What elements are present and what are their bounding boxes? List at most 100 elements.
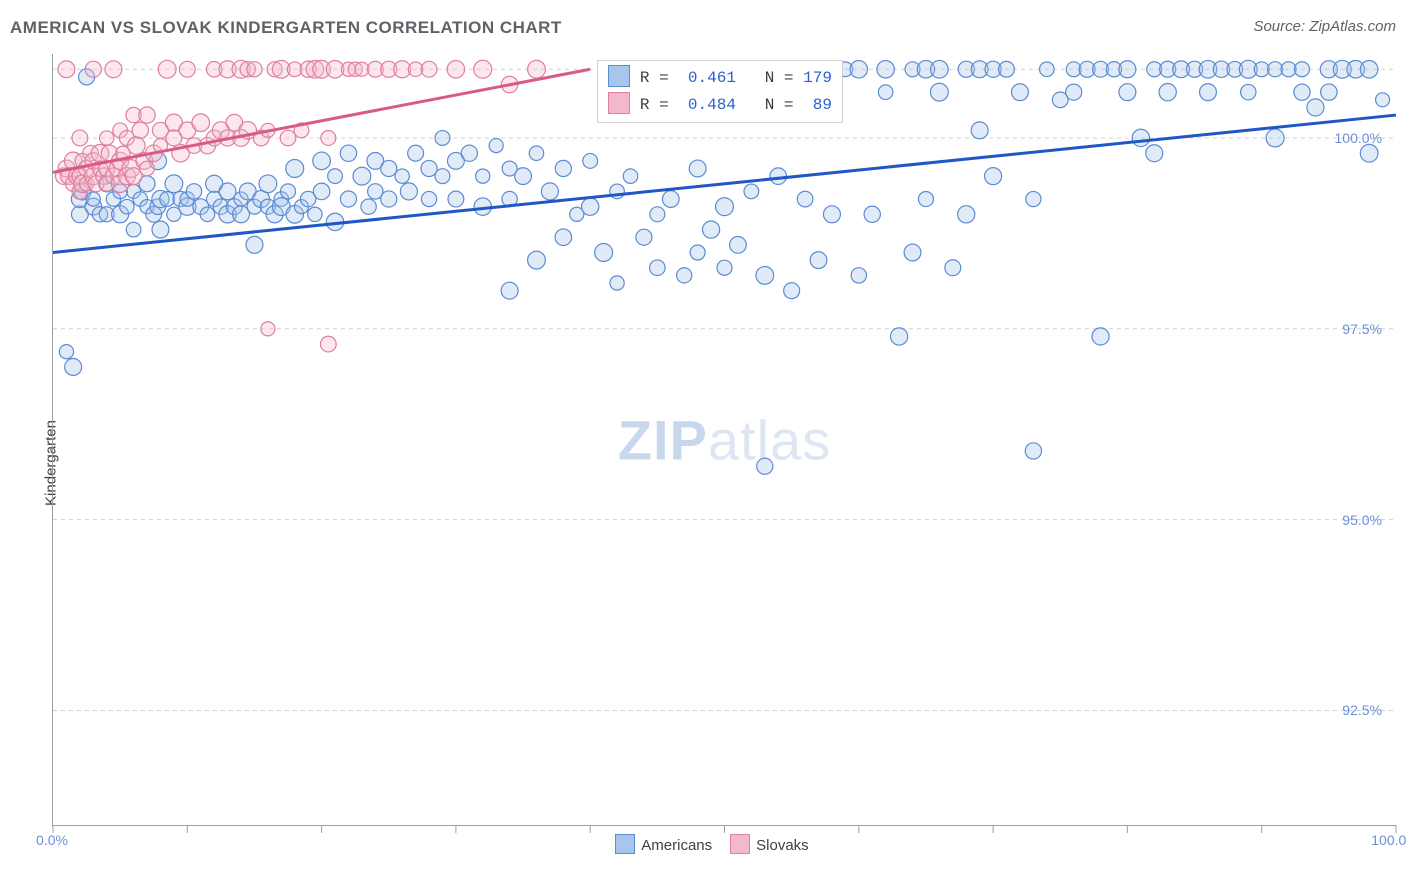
data-point [850, 61, 867, 78]
data-point [105, 61, 122, 78]
data-point [541, 183, 558, 200]
data-point [744, 184, 759, 199]
data-point [59, 345, 73, 359]
legend-swatch [730, 834, 750, 854]
data-point [186, 184, 201, 199]
data-point [1159, 84, 1176, 101]
data-point [474, 60, 492, 78]
data-point [421, 61, 437, 77]
data-point [1307, 99, 1324, 116]
data-point [192, 114, 210, 132]
data-point [1295, 62, 1310, 77]
data-point [1025, 443, 1041, 459]
data-point [851, 268, 866, 283]
data-point [1321, 84, 1337, 100]
data-point [100, 131, 114, 145]
data-point [770, 168, 787, 185]
data-point [128, 137, 145, 154]
data-point [890, 328, 907, 345]
data-point [353, 167, 371, 185]
data-point [623, 169, 638, 184]
data-point [400, 183, 417, 200]
data-point [489, 139, 503, 153]
data-point [555, 160, 571, 176]
data-point [1012, 84, 1029, 101]
data-point [784, 283, 800, 299]
y-tick-label: 97.5% [1342, 321, 1382, 337]
data-point [435, 169, 450, 184]
data-point [246, 236, 263, 253]
data-point [476, 169, 490, 183]
data-point [381, 160, 397, 176]
data-point [139, 107, 155, 123]
data-point [140, 161, 155, 176]
data-point [72, 130, 88, 146]
plot-area: ZIPatlas R = 0.461 N = 179R = 0.484 N = … [52, 54, 1396, 826]
data-point [313, 152, 331, 170]
correlation-stats-box: R = 0.461 N = 179R = 0.484 N = 89 [597, 60, 843, 123]
data-point [877, 61, 894, 78]
y-tick-label: 95.0% [1342, 512, 1382, 528]
data-point [120, 199, 134, 213]
data-point [447, 61, 464, 78]
data-point [1026, 191, 1041, 206]
x-tick-label: 100.0% [1371, 832, 1406, 848]
chart-title: AMERICAN VS SLOVAK KINDERGARTEN CORRELAT… [10, 18, 562, 37]
data-point [1268, 62, 1283, 77]
data-point [1266, 129, 1284, 147]
data-point [461, 145, 477, 161]
data-point [716, 198, 734, 216]
data-point [878, 85, 893, 100]
data-point [261, 322, 275, 336]
data-point [931, 60, 949, 78]
data-point [1066, 84, 1082, 100]
data-point [650, 260, 666, 276]
data-point [583, 153, 598, 168]
data-point [126, 222, 141, 237]
data-point [381, 191, 397, 207]
data-point [1200, 84, 1217, 101]
data-point [85, 61, 101, 77]
legend-swatch [615, 834, 635, 854]
data-point [582, 198, 599, 215]
data-point [179, 61, 195, 77]
data-point [328, 169, 343, 184]
data-point [1119, 84, 1136, 101]
data-point [1376, 93, 1390, 107]
data-point [219, 183, 236, 200]
data-point [677, 268, 692, 283]
data-point [528, 251, 546, 269]
data-point [421, 191, 436, 206]
x-tick-label: 0.0% [36, 832, 68, 848]
data-point [985, 168, 1002, 185]
data-point [259, 175, 277, 193]
data-point [636, 229, 652, 245]
data-point [395, 169, 409, 183]
data-point [286, 160, 304, 178]
data-point [247, 62, 262, 77]
data-point [918, 192, 933, 207]
data-point [280, 130, 296, 146]
data-point [321, 130, 336, 145]
data-point [528, 60, 546, 78]
data-point [1360, 144, 1378, 162]
data-point [1146, 145, 1163, 162]
data-point [1294, 84, 1310, 100]
data-point [529, 146, 543, 160]
data-point [308, 207, 322, 221]
data-point [1254, 62, 1269, 77]
legend-label: Slovaks [756, 837, 809, 854]
data-point [702, 221, 719, 238]
data-point [320, 336, 336, 352]
data-point [65, 359, 82, 376]
data-point [971, 122, 988, 139]
data-point [904, 244, 921, 261]
data-point [945, 260, 961, 276]
data-point [408, 145, 424, 161]
data-point [717, 260, 732, 275]
chart-container: Kindergarten ZIPatlas R = 0.461 N = 179R… [10, 54, 1396, 872]
data-point [756, 267, 774, 285]
data-point [281, 184, 296, 199]
data-point [340, 145, 356, 161]
data-point [152, 221, 169, 238]
